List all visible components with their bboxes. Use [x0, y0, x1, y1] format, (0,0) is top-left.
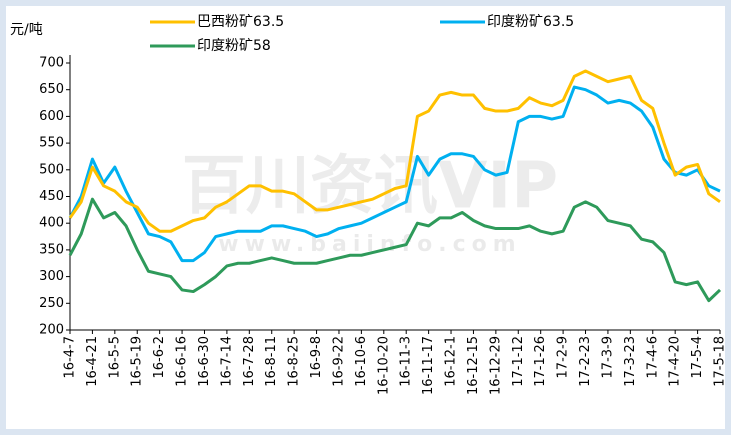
y-tick-label: 700 [39, 56, 64, 71]
x-tick-label: 17-5-18 [713, 336, 728, 387]
x-tick-label: 16-10-20 [376, 336, 391, 395]
x-tick-label: 16-7-28 [242, 336, 257, 387]
x-tick-label: 16-8-11 [264, 336, 279, 387]
legend-label: 印度粉矿58 [197, 38, 271, 54]
y-tick-label: 450 [39, 189, 64, 204]
x-tick-label: 17-3-23 [623, 336, 638, 387]
x-tick-label: 16-11-17 [421, 336, 436, 395]
x-tick-label: 17-1-26 [533, 336, 548, 387]
watermark: 百川资讯VIP [182, 150, 558, 224]
y-tick-label: 250 [39, 296, 64, 311]
x-tick-label: 16-4-21 [85, 336, 100, 387]
y-tick-label: 550 [39, 136, 64, 151]
x-tick-label: 16-7-14 [219, 336, 234, 387]
y-tick-label: 500 [39, 162, 64, 177]
x-tick-label: 17-2-9 [556, 336, 571, 378]
x-tick-label: 16-6-2 [152, 336, 167, 378]
x-tick-label: 16-10-6 [354, 336, 369, 387]
x-tick-label: 16-12-1 [444, 336, 459, 387]
legend-label: 巴西粉矿63.5 [197, 14, 284, 30]
y-tick-label: 300 [39, 269, 64, 284]
legend-label: 印度粉矿63.5 [487, 14, 574, 30]
x-tick-label: 17-1-12 [511, 336, 526, 387]
y-tick-label: 400 [39, 216, 64, 231]
y-tick-label: 200 [39, 323, 64, 338]
x-tick-label: 16-6-16 [175, 336, 190, 387]
y-axis-label: 元/吨 [10, 22, 43, 38]
x-tick-label: 16-6-30 [197, 336, 212, 387]
x-tick-label: 16-8-25 [287, 336, 302, 387]
x-tick-label: 17-3-9 [600, 336, 615, 378]
x-tick-label: 16-9-22 [331, 336, 346, 387]
x-tick-label: 17-2-23 [578, 336, 593, 387]
series-line [68, 85, 721, 263]
y-tick-label: 650 [39, 82, 64, 97]
x-tick-label: 16-11-3 [399, 336, 414, 387]
x-tick-label: 16-4-7 [63, 336, 78, 378]
x-tick-label: 16-5-5 [107, 336, 122, 378]
x-tick-label: 17-5-4 [690, 336, 705, 378]
y-tick-label: 600 [39, 109, 64, 124]
x-tick-label: 17-4-20 [668, 336, 683, 387]
x-tick-label: 16-12-29 [488, 336, 503, 395]
series-line [68, 197, 722, 303]
x-tick-label: 16-12-15 [466, 336, 481, 395]
x-tick-label: 16-5-19 [130, 336, 145, 387]
x-tick-label: 16-9-8 [309, 336, 324, 378]
y-tick-label: 350 [39, 242, 64, 257]
series-line [68, 69, 721, 233]
x-tick-label: 17-4-6 [645, 336, 660, 378]
